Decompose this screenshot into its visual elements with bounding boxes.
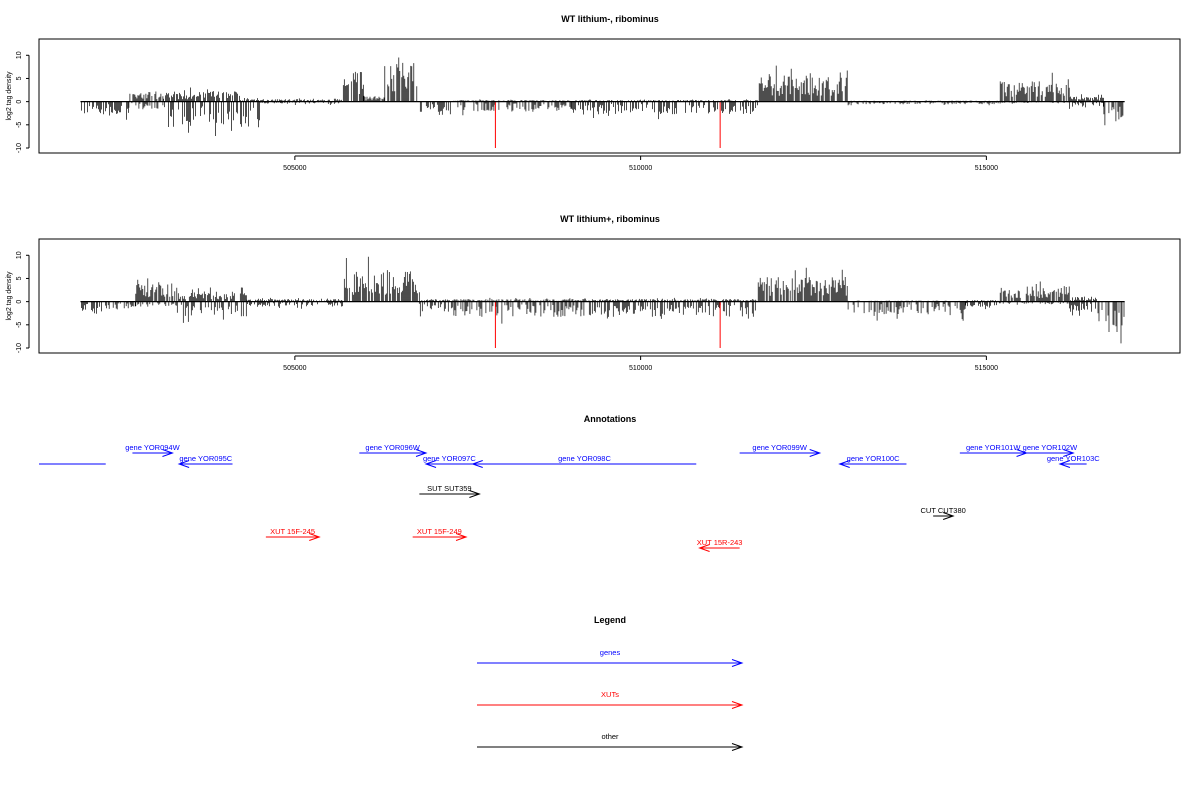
feature-label: XUT 15F-249	[417, 527, 462, 536]
annotation-feature: XUT 15F-245	[265, 527, 321, 541]
annotation-feature: gene YOR094W	[125, 443, 181, 457]
annotation-feature: XUT 15R-243	[697, 538, 743, 552]
signal-trace	[81, 256, 1125, 344]
signal-trace	[81, 57, 1124, 136]
panel-2-signal-bars	[81, 256, 1125, 344]
feature-label: gene YOR099W	[752, 443, 807, 452]
annotation-feature: gene YOR095C	[177, 454, 233, 468]
x-tick-label: 505000	[283, 165, 306, 172]
annotations-title: Annotations	[584, 414, 637, 424]
x-tick-label: 515000	[975, 165, 998, 172]
annotation-feature: gene YOR096W	[359, 443, 428, 457]
x-tick-label: 505000	[283, 365, 306, 372]
annotation-feature: gene YOR098C	[471, 454, 697, 468]
annotations-track: Annotations gene YOR094W gene YOR095C gene…	[39, 414, 1100, 552]
feature-label: XUT 15F-245	[270, 527, 315, 536]
panel-lithium-plus: WT lithium+, ribominus log2 tag density …	[6, 214, 1181, 372]
legend: Legend genes XUTs other	[477, 615, 744, 751]
x-tick-label: 510000	[629, 365, 652, 372]
panel-1-highlight-spikes	[494, 101, 721, 148]
arrow-head	[162, 449, 174, 457]
feature-label: gene YOR097C	[423, 454, 476, 463]
feature-label: XUT 15R-243	[697, 538, 743, 547]
y-tick-label: 5	[16, 76, 23, 80]
arrow-head	[731, 701, 744, 709]
feature-label: gene YOR100C	[847, 454, 900, 463]
arrow-head	[942, 512, 955, 520]
arrow-head	[455, 533, 468, 541]
annotation-feature: gene YOR100C	[838, 454, 907, 468]
x-tick-label: 510000	[629, 165, 652, 172]
panel-1-frame	[38, 38, 1181, 154]
arrow-head	[698, 544, 710, 552]
arrow-head	[415, 449, 428, 457]
feature-label: gene YOR102W	[1023, 443, 1078, 452]
arrow-head	[471, 460, 483, 468]
x-tick-label: 515000	[975, 365, 998, 372]
panel-2-x-axis: 505000 510000 515000	[283, 355, 998, 372]
panel-2-y-axis: -10 -5 0 5 10	[16, 251, 30, 353]
arrow-head	[731, 743, 744, 751]
panel-lithium-minus: WT lithium-, ribominus log2 tag density …	[6, 14, 1181, 172]
annotation-feature: CUT CUT380	[921, 506, 966, 520]
y-tick-label: 0	[16, 100, 23, 104]
annotation-feature: gene YOR102W	[1023, 443, 1078, 457]
annotation-feature: SUT SUT359	[419, 484, 481, 498]
feature-label: gene YOR096W	[365, 443, 420, 452]
arrow-head	[424, 460, 437, 468]
legend-item: XUTs	[477, 690, 744, 709]
legend-label: other	[601, 732, 619, 741]
panel-1-y-axis: -10 -5 0 5 10	[16, 51, 30, 153]
y-tick-label: 0	[16, 300, 23, 304]
panel-2-highlight-spikes	[494, 301, 721, 348]
panel-1-title: WT lithium-, ribominus	[561, 14, 659, 24]
y-tick-label: -10	[16, 343, 23, 353]
arrow-head	[177, 460, 190, 468]
arrow-head	[1063, 449, 1075, 457]
panel-2-frame	[38, 238, 1181, 354]
legend-title: Legend	[594, 615, 626, 625]
arrow-head	[469, 490, 481, 498]
panel-2-y-axis-label: log2 tag density	[6, 271, 13, 321]
feature-label: CUT CUT380	[921, 506, 966, 515]
panel-1-y-axis-label: log2 tag density	[6, 71, 13, 121]
arrow-head	[309, 533, 321, 541]
arrow-head	[1058, 460, 1071, 468]
y-tick-label: -5	[16, 322, 23, 328]
legend-item: other	[477, 732, 744, 751]
feature-label: SUT SUT359	[427, 484, 471, 493]
feature-label: gene YOR095C	[179, 454, 232, 463]
y-tick-label: -5	[16, 122, 23, 128]
panel-1-x-axis: 505000 510000 515000	[283, 155, 998, 172]
arrow-head	[731, 659, 744, 667]
y-tick-label: 5	[16, 276, 23, 280]
legend-items: genes XUTs other	[477, 648, 744, 751]
y-tick-label: -10	[16, 143, 23, 153]
arrow-head	[1016, 449, 1029, 457]
panel-1-signal-bars	[81, 57, 1124, 136]
legend-item: genes	[477, 648, 744, 667]
annotation-feature: XUT 15F-249	[412, 527, 468, 541]
annotation-feature: gene YOR099W	[739, 443, 822, 457]
y-tick-label: 10	[16, 251, 23, 259]
panel-2-title: WT lithium+, ribominus	[560, 214, 660, 224]
legend-label: genes	[600, 648, 621, 657]
feature-label: gene YOR098C	[558, 454, 611, 463]
feature-label: gene YOR103C	[1047, 454, 1100, 463]
annotation-feature: gene YOR103C	[1047, 454, 1100, 468]
feature-label: gene YOR094W	[125, 443, 180, 452]
annotation-feature: gene YOR101W	[959, 443, 1029, 457]
arrow-head	[838, 460, 850, 468]
arrow-head	[809, 449, 822, 457]
legend-label: XUTs	[601, 690, 619, 699]
feature-label: gene YOR101W	[966, 443, 1021, 452]
annotation-feature: gene YOR097C	[423, 454, 476, 468]
y-tick-label: 10	[16, 51, 23, 59]
